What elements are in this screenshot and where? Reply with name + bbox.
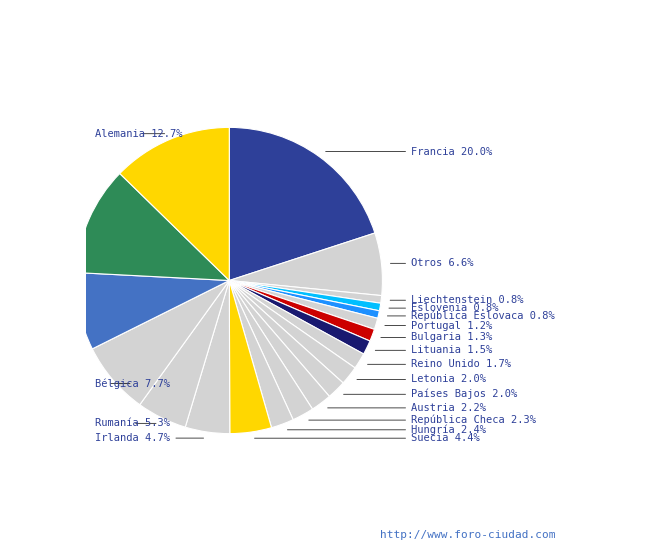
Wedge shape: [229, 280, 293, 428]
Wedge shape: [140, 280, 229, 427]
Text: Cabanes - Turistas extranjeros según país - Abril de 2024: Cabanes - Turistas extranjeros según paí…: [75, 13, 575, 29]
Wedge shape: [229, 280, 363, 368]
Wedge shape: [229, 280, 272, 433]
Wedge shape: [229, 128, 375, 280]
Text: Hungría 2.4%: Hungría 2.4%: [287, 425, 486, 435]
Text: Liechtenstein 0.8%: Liechtenstein 0.8%: [390, 295, 524, 305]
Wedge shape: [92, 280, 229, 405]
Text: Países Bajos 2.0%: Países Bajos 2.0%: [344, 389, 517, 399]
Text: Lituania 1.5%: Lituania 1.5%: [375, 345, 493, 355]
Text: Bulgaria 1.3%: Bulgaria 1.3%: [381, 332, 493, 343]
Wedge shape: [229, 280, 374, 341]
Text: Reino Unido 1.7%: Reino Unido 1.7%: [367, 359, 511, 369]
Wedge shape: [229, 280, 370, 354]
Wedge shape: [229, 280, 330, 409]
Text: Alemania 12.7%: Alemania 12.7%: [96, 129, 183, 139]
Wedge shape: [76, 273, 229, 349]
Text: Portugal 1.2%: Portugal 1.2%: [385, 321, 493, 331]
Text: República Checa 2.3%: República Checa 2.3%: [309, 415, 536, 425]
Wedge shape: [229, 280, 381, 311]
Text: Austria 2.2%: Austria 2.2%: [328, 403, 486, 413]
Text: Bélgica 7.7%: Bélgica 7.7%: [96, 378, 170, 389]
Wedge shape: [229, 280, 380, 318]
Wedge shape: [229, 280, 378, 329]
Text: http://www.foro-ciudad.com: http://www.foro-ciudad.com: [380, 530, 556, 540]
Wedge shape: [229, 280, 382, 303]
Wedge shape: [185, 280, 230, 433]
Text: Eslovenia 0.8%: Eslovenia 0.8%: [389, 303, 499, 313]
Text: Letonia 2.0%: Letonia 2.0%: [357, 375, 486, 384]
Text: Irlanda 4.7%: Irlanda 4.7%: [96, 433, 203, 443]
Wedge shape: [229, 233, 382, 295]
Text: Polonia 8.2%: Polonia 8.2%: [0, 549, 1, 550]
Text: República Eslovaca 0.8%: República Eslovaca 0.8%: [387, 311, 555, 321]
Wedge shape: [229, 280, 313, 420]
Wedge shape: [229, 280, 355, 383]
Wedge shape: [77, 173, 229, 280]
Wedge shape: [229, 280, 343, 397]
Text: Rumanía 5.3%: Rumanía 5.3%: [96, 419, 170, 428]
Text: Suecia 4.4%: Suecia 4.4%: [255, 433, 480, 443]
Text: Francia 20.0%: Francia 20.0%: [326, 147, 493, 157]
Wedge shape: [120, 128, 229, 280]
Text: Otros 6.6%: Otros 6.6%: [391, 258, 474, 268]
Text: Italia 11.5%: Italia 11.5%: [0, 549, 1, 550]
